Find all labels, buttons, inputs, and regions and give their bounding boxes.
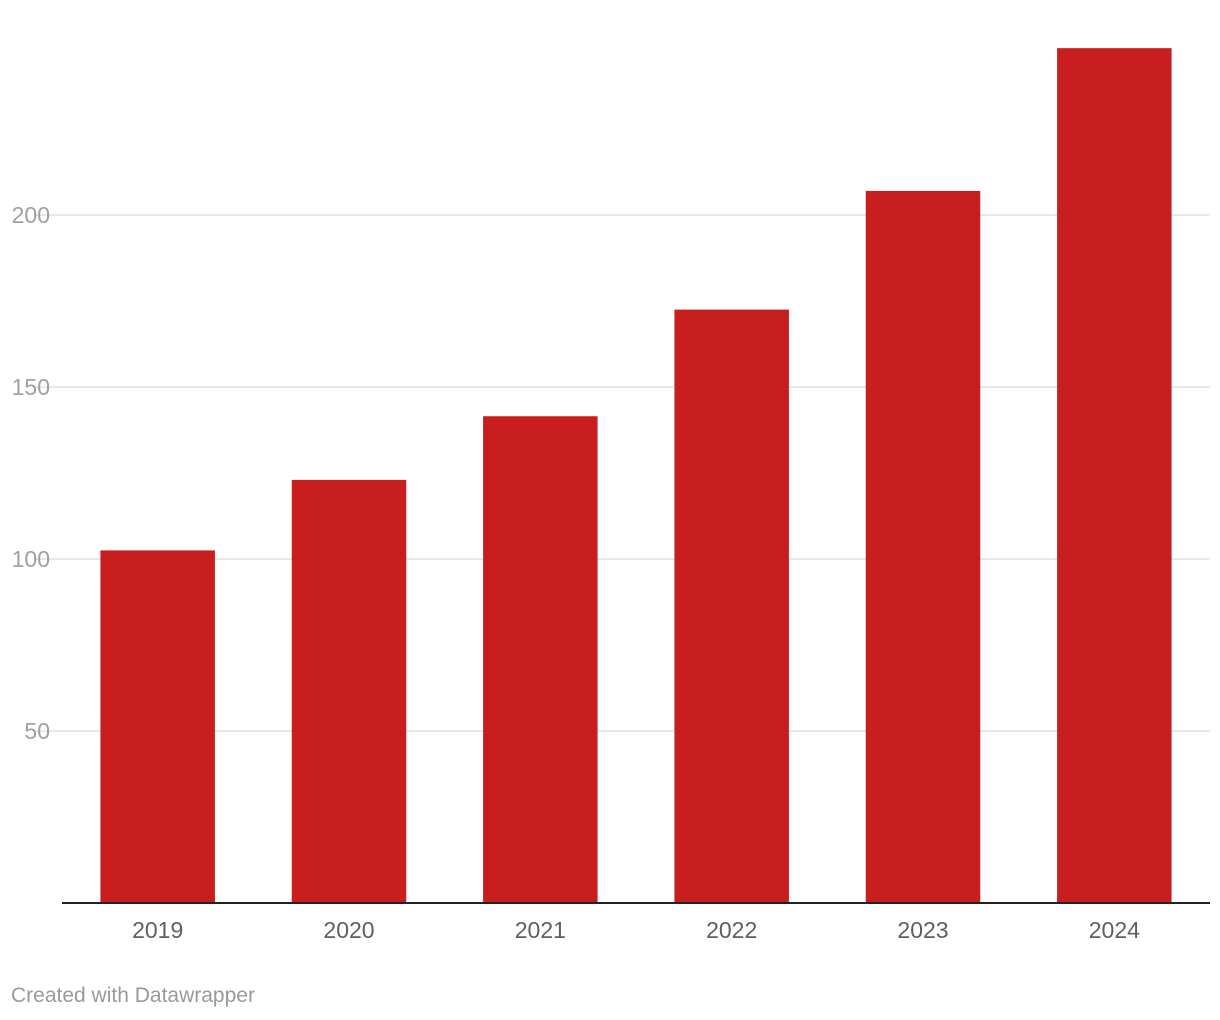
bar-2024 (1057, 48, 1172, 904)
x-tick-label-2023: 2023 (897, 917, 948, 943)
y-tick-label-150: 150 (12, 374, 50, 400)
bar-2022 (674, 309, 789, 904)
bar-2020 (291, 479, 407, 903)
x-tick-label-2022: 2022 (706, 917, 757, 943)
x-tick-label-2024: 2024 (1089, 917, 1140, 943)
y-tick-label-100: 100 (12, 546, 50, 572)
x-tick-label-2020: 2020 (323, 917, 374, 943)
bar-2021 (483, 416, 598, 903)
y-tick-label-200: 200 (12, 202, 50, 228)
x-tick-label-2019: 2019 (132, 917, 183, 943)
bar-2023 (865, 190, 981, 904)
bar-chart: 50 100 150 200 2019 2020 2021 2022 2023 2024 (12, 48, 1210, 943)
x-tick-label-2021: 2021 (515, 917, 566, 943)
y-tick-label-50: 50 (24, 718, 50, 744)
bar-2019 (100, 550, 215, 903)
datawrapper-credit: Created with Datawrapper (11, 984, 255, 1007)
